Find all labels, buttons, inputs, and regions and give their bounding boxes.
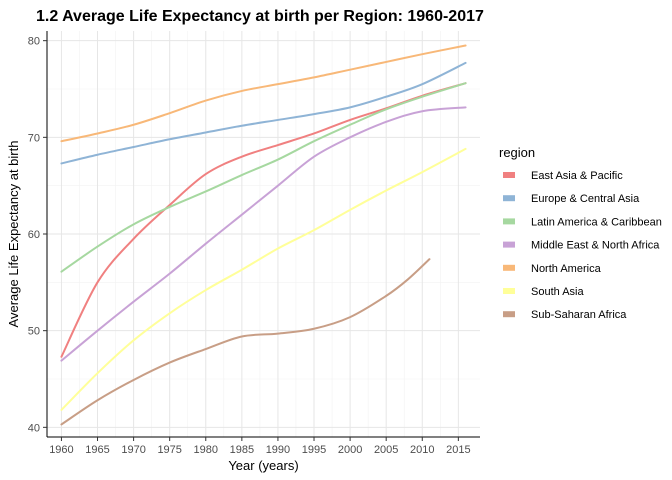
series-line-3 — [60, 106, 467, 362]
y-axis-title: Average Life Expectancy at birth — [6, 141, 21, 328]
series-line-1 — [60, 61, 467, 165]
grid — [47, 31, 480, 437]
x-tick-label: 1985 — [230, 444, 254, 456]
legend-title: region — [499, 145, 535, 160]
series-line-4 — [60, 44, 467, 143]
series-line-5 — [60, 147, 467, 411]
x-tick-label: 2005 — [374, 444, 398, 456]
legend: region East Asia & Pacific Europe & Centr… — [499, 145, 662, 321]
legend-label-0: East Asia & Pacific — [531, 170, 623, 182]
x-tick-label: 1965 — [85, 444, 109, 456]
legend-label-6: Sub-Saharan Africa — [531, 309, 627, 321]
legend-label-4: North America — [531, 263, 602, 275]
legend-label-1: Europe & Central Asia — [531, 193, 640, 205]
y-tick-label: 80 — [28, 36, 40, 48]
x-tick-label: 2015 — [446, 444, 470, 456]
y-tick-label: 50 — [28, 326, 40, 338]
series-lines — [60, 44, 467, 426]
legend-label-2: Latin America & Caribbean — [531, 216, 662, 228]
y-tick-label: 40 — [28, 422, 40, 434]
y-tick-label: 70 — [28, 132, 40, 144]
x-tick-label: 2010 — [410, 444, 434, 456]
y-tick-label: 60 — [28, 229, 40, 241]
x-tick-label: 1980 — [194, 444, 218, 456]
series-line-2 — [60, 82, 467, 273]
chart-title: 1.2 Average Life Expectancy at birth per… — [36, 8, 484, 25]
series-line-6 — [60, 258, 431, 426]
tick-labels: 1960 1965 1970 1975 1980 1985 1990 1995 2000 2005… — [28, 36, 471, 456]
x-tick-label: 1975 — [157, 444, 181, 456]
x-tick-label: 1995 — [302, 444, 326, 456]
series-line-0 — [60, 82, 467, 358]
x-axis-title: Year (years) — [228, 458, 298, 473]
legend-label-5: South Asia — [531, 286, 584, 298]
x-tick-label: 1970 — [121, 444, 145, 456]
x-tick-label: 2000 — [338, 444, 362, 456]
x-tick-label: 1960 — [49, 444, 73, 456]
x-tick-label: 1990 — [266, 444, 290, 456]
legend-label-3: Middle East & North Africa — [531, 240, 660, 252]
